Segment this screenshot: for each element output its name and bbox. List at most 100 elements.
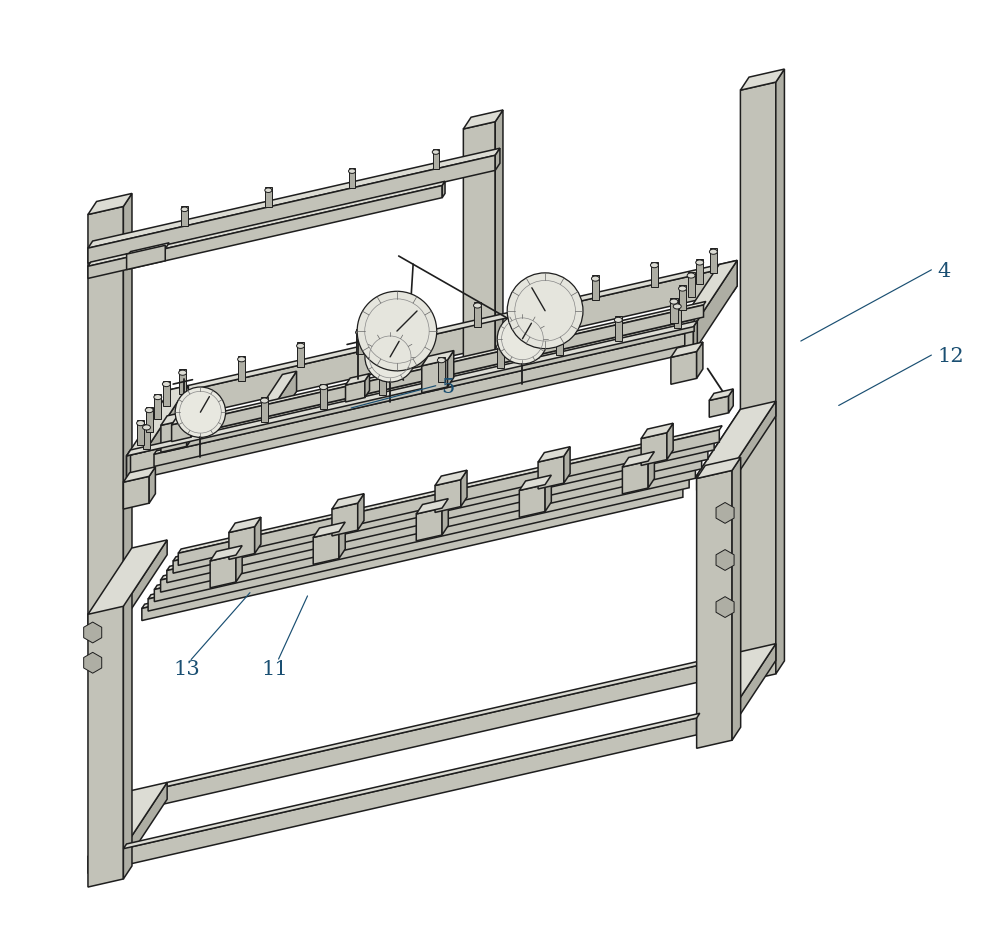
Polygon shape (416, 508, 442, 541)
Polygon shape (88, 148, 500, 248)
Polygon shape (161, 420, 187, 452)
Polygon shape (142, 485, 683, 620)
Polygon shape (379, 370, 386, 395)
Polygon shape (641, 432, 667, 466)
Polygon shape (435, 480, 461, 512)
Polygon shape (389, 342, 425, 416)
Polygon shape (592, 276, 599, 300)
Ellipse shape (709, 249, 717, 255)
Polygon shape (88, 194, 132, 215)
Polygon shape (164, 656, 737, 804)
Polygon shape (255, 517, 261, 554)
Ellipse shape (260, 398, 268, 403)
Polygon shape (519, 475, 551, 490)
Polygon shape (697, 470, 732, 749)
Polygon shape (187, 410, 193, 446)
Polygon shape (732, 457, 741, 740)
Polygon shape (709, 389, 733, 401)
Polygon shape (674, 303, 681, 328)
Polygon shape (463, 122, 495, 365)
Polygon shape (737, 652, 740, 674)
Polygon shape (776, 69, 784, 674)
Polygon shape (697, 652, 740, 735)
Ellipse shape (670, 299, 678, 304)
Polygon shape (697, 342, 703, 378)
Ellipse shape (265, 188, 272, 193)
Polygon shape (356, 329, 363, 354)
Polygon shape (422, 351, 454, 366)
Polygon shape (238, 356, 245, 381)
Polygon shape (261, 371, 297, 446)
Polygon shape (438, 357, 445, 382)
Polygon shape (127, 327, 693, 482)
Polygon shape (671, 342, 703, 357)
Ellipse shape (162, 382, 170, 387)
Ellipse shape (319, 385, 327, 389)
Polygon shape (495, 148, 500, 170)
Polygon shape (313, 532, 339, 564)
Polygon shape (442, 181, 445, 198)
Text: 11: 11 (261, 659, 288, 678)
Polygon shape (433, 149, 439, 169)
Ellipse shape (474, 303, 481, 308)
Polygon shape (461, 470, 467, 506)
Polygon shape (127, 243, 169, 257)
Polygon shape (415, 315, 422, 340)
Polygon shape (148, 476, 689, 611)
Polygon shape (442, 499, 448, 535)
Ellipse shape (154, 394, 162, 400)
Polygon shape (123, 713, 700, 848)
Polygon shape (670, 298, 678, 323)
Polygon shape (448, 351, 454, 387)
Polygon shape (154, 333, 685, 466)
Polygon shape (564, 446, 570, 484)
Polygon shape (88, 181, 445, 266)
Polygon shape (246, 426, 261, 449)
Polygon shape (519, 484, 545, 518)
Polygon shape (127, 452, 145, 482)
Polygon shape (181, 206, 188, 226)
Polygon shape (166, 390, 170, 421)
Polygon shape (173, 433, 717, 561)
Polygon shape (88, 790, 132, 874)
Polygon shape (693, 321, 697, 352)
Polygon shape (261, 397, 268, 422)
Polygon shape (123, 783, 167, 865)
Polygon shape (375, 342, 425, 400)
Polygon shape (123, 718, 697, 865)
Polygon shape (154, 393, 161, 419)
Polygon shape (648, 451, 654, 488)
Polygon shape (697, 644, 776, 718)
Polygon shape (142, 481, 686, 608)
Ellipse shape (143, 425, 150, 430)
Ellipse shape (297, 343, 305, 349)
Polygon shape (154, 330, 687, 454)
Polygon shape (137, 420, 144, 445)
Polygon shape (346, 373, 370, 385)
Polygon shape (236, 545, 242, 582)
Polygon shape (88, 540, 167, 615)
Polygon shape (519, 341, 539, 362)
Polygon shape (163, 381, 170, 406)
Ellipse shape (179, 370, 187, 375)
Polygon shape (163, 315, 696, 440)
Circle shape (497, 314, 548, 364)
Polygon shape (166, 266, 733, 421)
Polygon shape (495, 110, 503, 357)
Ellipse shape (532, 290, 540, 294)
Polygon shape (332, 494, 364, 509)
Polygon shape (123, 476, 149, 509)
Polygon shape (127, 450, 131, 482)
Polygon shape (622, 461, 648, 494)
Polygon shape (145, 386, 188, 477)
Polygon shape (667, 423, 673, 460)
Polygon shape (123, 466, 155, 483)
Polygon shape (740, 82, 776, 682)
Polygon shape (172, 413, 196, 425)
Polygon shape (697, 713, 700, 735)
Circle shape (175, 387, 226, 437)
Polygon shape (474, 302, 481, 327)
Polygon shape (143, 424, 150, 449)
Polygon shape (435, 470, 467, 485)
Polygon shape (146, 407, 153, 431)
